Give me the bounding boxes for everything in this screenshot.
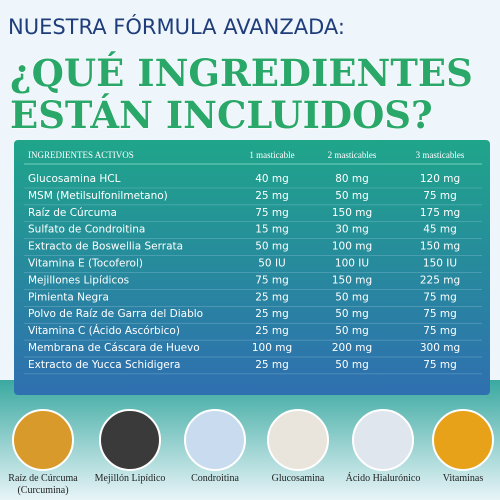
- ingredient-label: Raíz de Cúrcuma: [8, 473, 78, 484]
- cell: 100 mg: [252, 342, 292, 354]
- cell: 100 IU: [335, 258, 369, 270]
- cell: 50 mg: [335, 291, 369, 303]
- cell: 50 mg: [255, 241, 289, 253]
- ingredient-image: [352, 409, 414, 471]
- cell: Sulfato de Condroitina: [28, 224, 145, 236]
- cell: Pimienta Negra: [28, 291, 109, 303]
- headline: ESTÁN INCLUIDOS?: [10, 93, 433, 137]
- cell: 200 mg: [332, 342, 372, 354]
- cell: 45 mg: [423, 224, 457, 236]
- column-header: INGREDIENTES ACTIVOS: [28, 150, 134, 160]
- column-header: 1 masticable: [249, 150, 294, 160]
- ingredient-image: [99, 409, 161, 471]
- cell: 175 mg: [420, 207, 460, 219]
- cell: 100 mg: [332, 241, 372, 253]
- table-panel: [14, 140, 490, 395]
- cell: 25 mg: [255, 359, 289, 371]
- cell: Membrana de Cáscara de Huevo: [28, 342, 200, 354]
- cell: 150 mg: [332, 274, 372, 286]
- footer-bg: [0, 380, 500, 500]
- cell: 150 IU: [423, 258, 457, 270]
- cell: 300 mg: [420, 342, 460, 354]
- cell: 25 mg: [255, 325, 289, 337]
- ingredient-label: Ácido Hialurónico: [346, 472, 421, 484]
- cell: 120 mg: [420, 173, 460, 185]
- cell: 75 mg: [255, 207, 289, 219]
- ingredient-image: [184, 409, 246, 471]
- cell: 50 mg: [335, 325, 369, 337]
- cell: 75 mg: [423, 291, 457, 303]
- cell: Extracto de Boswellia Serrata: [28, 241, 183, 253]
- cell: 75 mg: [423, 190, 457, 202]
- ingredient-label: Condroitina: [191, 473, 239, 484]
- cell: 30 mg: [335, 224, 369, 236]
- cell: 50 mg: [335, 359, 369, 371]
- cell: Polvo de Raíz de Garra del Diablo: [28, 308, 203, 320]
- cell: 40 mg: [255, 173, 289, 185]
- ingredient-label: (Curcumina): [17, 485, 68, 496]
- cell: 75 mg: [255, 274, 289, 286]
- cell: 80 mg: [335, 173, 369, 185]
- column-header: 3 masticables: [416, 150, 465, 160]
- cell: 225 mg: [420, 274, 460, 286]
- cell: Vitamina E (Tocoferol): [28, 258, 143, 270]
- cell: Raíz de Cúrcuma: [28, 207, 117, 219]
- cell: 75 mg: [423, 308, 457, 320]
- cell: 75 mg: [423, 359, 457, 371]
- ingredient-label: Vitaminas: [443, 473, 484, 484]
- ingredient-image: [267, 409, 329, 471]
- ingredient-label: Mejillón Lipídico: [95, 473, 166, 484]
- cell: 150 mg: [420, 241, 460, 253]
- headline: ¿QUÉ INGREDIENTES: [10, 51, 473, 95]
- cell: 50 mg: [335, 308, 369, 320]
- cell: MSM (Metilsulfonilmetano): [28, 190, 168, 202]
- cell: 25 mg: [255, 190, 289, 202]
- cell: 50 IU: [258, 258, 285, 270]
- ingredient-image: [432, 409, 494, 471]
- ingredient-image: [12, 409, 74, 471]
- cell: Extracto de Yucca Schidigera: [28, 359, 180, 371]
- cell: 25 mg: [255, 291, 289, 303]
- cell: 15 mg: [255, 224, 289, 236]
- cell: 25 mg: [255, 308, 289, 320]
- cell: 75 mg: [423, 325, 457, 337]
- cell: Vitamina C (Ácido Ascórbico): [28, 324, 180, 337]
- ingredient-label: Glucosamina: [272, 473, 325, 484]
- cell: Mejillones Lipídicos: [28, 274, 129, 286]
- cell: Glucosamina HCL: [28, 173, 121, 185]
- column-header: 2 masticables: [328, 150, 377, 160]
- cell: 150 mg: [332, 207, 372, 219]
- title: NUESTRA FÓRMULA AVANZADA:: [8, 14, 345, 39]
- cell: 50 mg: [335, 190, 369, 202]
